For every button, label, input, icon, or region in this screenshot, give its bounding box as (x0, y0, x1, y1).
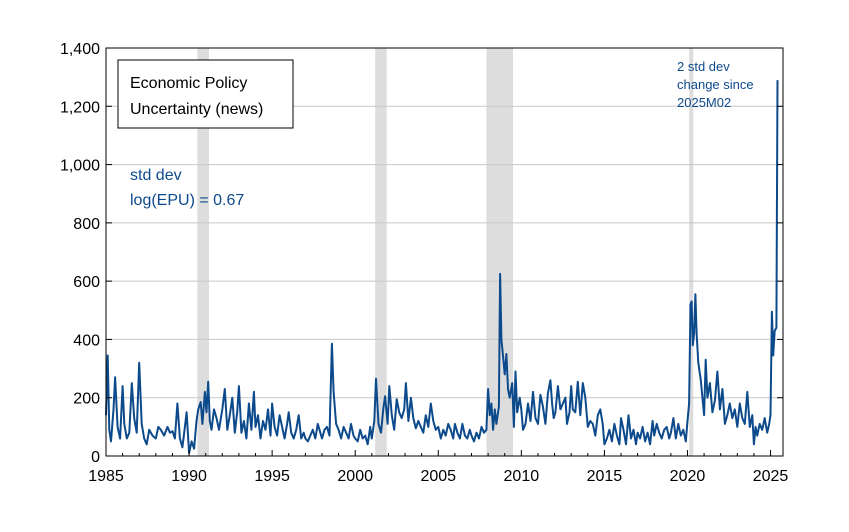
change-note-line-1: 2 std dev (677, 59, 730, 74)
std-dev-value: log(EPU) = 0.67 (130, 192, 244, 209)
y-tick-label-1000: 1,000 (60, 158, 100, 175)
axis-ticks-group: 0 200 400 600 800 1,000 1,200 1,400 1985 1990 1995… (60, 41, 788, 485)
x-tick-label-2005: 2005 (420, 468, 456, 485)
plot-frame (105, 47, 784, 457)
std-dev-label: std dev (130, 167, 182, 184)
y-tick-label-800: 800 (73, 216, 100, 233)
y-tick-label-200: 200 (73, 391, 100, 408)
x-tick-label-2010: 2010 (504, 468, 540, 485)
legend-line-1: Economic Policy (130, 75, 247, 92)
x-tick-label-1985: 1985 (88, 468, 124, 485)
epu-series-line-1 (105, 80, 779, 455)
recession-band-4 (689, 48, 694, 456)
y-tick-label-1200: 1,200 (60, 99, 100, 116)
legend-box: Economic Policy Uncertainty (news) (117, 59, 294, 129)
x-tick-label-1995: 1995 (254, 468, 290, 485)
x-tick-label-2025: 2025 (753, 468, 789, 485)
y-tick-label-0: 0 (91, 449, 100, 466)
change-note-line-2: change since (677, 77, 754, 92)
std-dev-annotation: std dev log(EPU) = 0.67 (130, 167, 244, 209)
x-tick-label-2020: 2020 (670, 468, 706, 485)
change-note-line-3: 2025M02 (677, 95, 731, 110)
change-annotation: 2 std dev change since 2025M02 (677, 59, 754, 110)
recession-band-1 (197, 48, 210, 456)
legend-frame (117, 59, 294, 129)
y-tick-label-400: 400 (73, 332, 100, 349)
y-tick-label-600: 600 (73, 274, 100, 291)
gridline-group (106, 105, 783, 399)
y-tick-label-1400: 1,400 (60, 41, 100, 58)
x-tick-label-2015: 2015 (587, 468, 623, 485)
series-group (105, 80, 779, 455)
x-tick-label-1990: 1990 (171, 468, 207, 485)
x-tick-label-2000: 2000 (337, 468, 373, 485)
legend-line-2: Uncertainty (news) (130, 101, 263, 118)
recession-band-2 (375, 48, 387, 456)
